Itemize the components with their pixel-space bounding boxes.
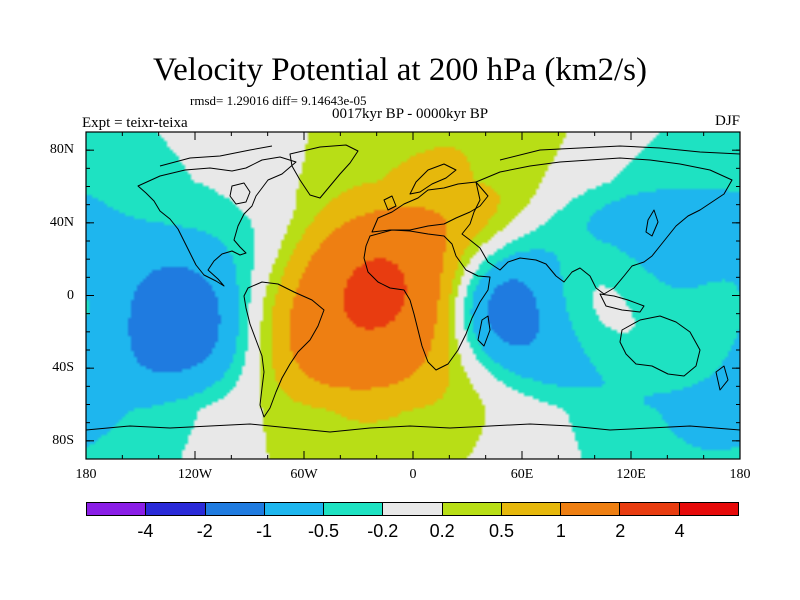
lon-tick-label: 120W — [177, 467, 213, 482]
greenland-coast — [289, 144, 359, 199]
colorbar-segment — [324, 503, 384, 515]
new-zealand-coast — [715, 365, 729, 391]
british-isles-coast — [383, 195, 397, 211]
north-america-coast — [137, 156, 297, 287]
australia-coast — [619, 315, 701, 377]
colorbar-segment — [264, 503, 325, 515]
japan-coast — [645, 209, 659, 237]
colorbar-segment — [442, 503, 502, 515]
lat-tick-label: 80S — [52, 432, 74, 448]
colorbar-level-label: -2 — [196, 521, 213, 541]
colorbar-level-label: 0.5 — [489, 521, 515, 541]
colorbar-segment — [561, 503, 621, 515]
colorbar-level-label: -1 — [256, 521, 273, 541]
colorbar-segment — [205, 503, 265, 515]
period-subtitle: 0017kyr BP - 0000kyr BP — [331, 106, 489, 122]
lon-tick-label: 60E — [510, 467, 534, 482]
madagascar-coast — [477, 315, 491, 347]
asia-coast — [461, 157, 733, 295]
colorbar-level-label: 4 — [674, 521, 685, 541]
experiment-label: Expt = teixr-teixa — [82, 115, 188, 131]
colorbar-level-label: -4 — [137, 521, 154, 541]
coastlines — [86, 144, 740, 433]
colorbar-segment — [679, 503, 738, 515]
contour-field — [86, 132, 740, 459]
scandinavia-coast — [409, 163, 457, 195]
axis-ticks — [85, 132, 741, 459]
colorbar-level-label: 2 — [615, 521, 626, 541]
colorbar-level-label: 0.2 — [429, 521, 455, 541]
colorbar — [86, 502, 739, 516]
colorbar-segment — [620, 503, 680, 515]
siberia-arctic-coast — [499, 145, 740, 161]
colorbar-segment — [146, 503, 206, 515]
south-america-coast — [243, 281, 325, 418]
lat-tick-label: 0 — [67, 287, 74, 303]
lat-tick-label: 80N — [49, 142, 74, 158]
indonesia-coast — [599, 293, 645, 313]
lon-tick-label: 180 — [75, 467, 97, 482]
colorbar-level-label: 1 — [555, 521, 566, 541]
canadian-arctic-coast — [159, 145, 273, 167]
colorbar-segment — [383, 503, 443, 515]
europe-coast — [371, 181, 489, 233]
antarctica-coast — [86, 423, 740, 433]
rmsd-diff-stats: rmsd= 1.29016 diff= 9.14643e-05 — [190, 93, 367, 108]
chart-title: Velocity Potential at 200 hPa (km2/s) — [152, 52, 648, 88]
lon-tick-label: 120E — [616, 467, 646, 482]
lon-tick-label: 60W — [290, 467, 318, 482]
colorbar-segment — [501, 503, 562, 515]
africa-coast — [363, 229, 491, 371]
season-label: DJF — [714, 113, 740, 129]
lon-tick-label: 0 — [409, 467, 417, 482]
colorbar-level-label: -0.2 — [367, 521, 399, 541]
colorbar-level-label: -0.5 — [307, 521, 339, 541]
lat-tick-label: 40S — [52, 360, 74, 376]
colorbar-segment — [87, 503, 147, 515]
hudson-bay-coast — [229, 182, 251, 205]
lat-tick-label: 40N — [49, 214, 74, 230]
lon-tick-label: 180 — [729, 467, 751, 482]
